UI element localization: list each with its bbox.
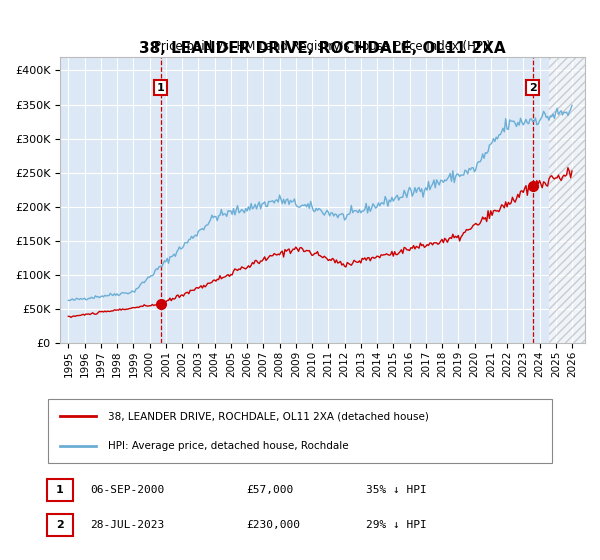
Text: 2: 2: [529, 82, 536, 92]
Bar: [549, 57, 590, 343]
Text: 1: 1: [56, 485, 64, 495]
Text: Price paid vs. HM Land Registry's House Price Index (HPI): Price paid vs. HM Land Registry's House …: [154, 40, 491, 53]
Text: 35% ↓ HPI: 35% ↓ HPI: [366, 485, 427, 495]
Text: £230,000: £230,000: [246, 520, 300, 530]
Text: 1: 1: [157, 82, 164, 92]
Text: 2: 2: [56, 520, 64, 530]
Title: 38, LEANDER DRIVE, ROCHDALE, OL11 2XA: 38, LEANDER DRIVE, ROCHDALE, OL11 2XA: [139, 41, 506, 55]
Text: £57,000: £57,000: [246, 485, 293, 495]
Text: 29% ↓ HPI: 29% ↓ HPI: [366, 520, 427, 530]
Text: 06-SEP-2000: 06-SEP-2000: [90, 485, 164, 495]
Text: 38, LEANDER DRIVE, ROCHDALE, OL11 2XA (detached house): 38, LEANDER DRIVE, ROCHDALE, OL11 2XA (d…: [108, 411, 429, 421]
Text: HPI: Average price, detached house, Rochdale: HPI: Average price, detached house, Roch…: [108, 441, 349, 451]
Text: 28-JUL-2023: 28-JUL-2023: [90, 520, 164, 530]
